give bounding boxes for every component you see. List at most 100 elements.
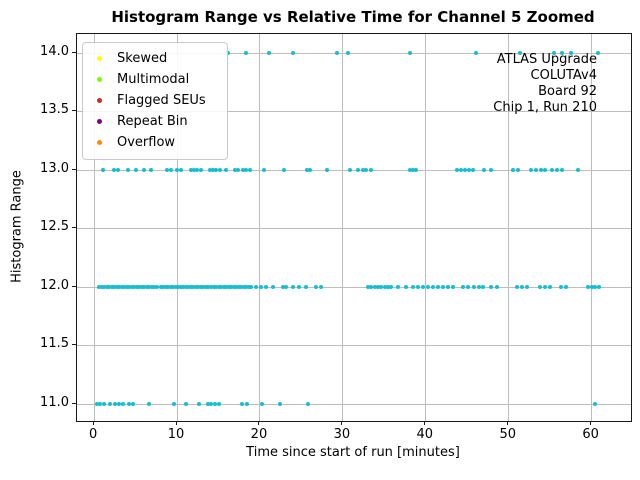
data-point bbox=[472, 284, 477, 289]
data-point bbox=[117, 284, 122, 289]
data-point bbox=[124, 284, 129, 289]
data-point bbox=[555, 167, 560, 172]
data-point bbox=[597, 284, 602, 289]
data-point bbox=[595, 50, 600, 55]
y-gridline bbox=[77, 286, 631, 288]
data-point bbox=[369, 284, 374, 289]
legend-marker-dot bbox=[97, 140, 102, 145]
data-point bbox=[425, 284, 430, 289]
data-point bbox=[171, 284, 176, 289]
data-point bbox=[161, 284, 166, 289]
x-tick-mark bbox=[92, 421, 94, 425]
data-point bbox=[226, 284, 231, 289]
x-tick-label: 40 bbox=[416, 427, 434, 442]
y-gridline bbox=[77, 111, 631, 113]
data-point bbox=[229, 284, 234, 289]
data-point bbox=[191, 167, 196, 172]
legend-marker-dot bbox=[97, 56, 102, 61]
x-tick-label: 60 bbox=[582, 427, 599, 442]
data-point bbox=[551, 50, 556, 55]
y-tick-mark bbox=[72, 227, 76, 229]
data-point bbox=[127, 402, 132, 407]
data-point bbox=[364, 167, 369, 172]
data-point bbox=[440, 284, 445, 289]
data-point bbox=[366, 284, 371, 289]
data-point bbox=[240, 167, 245, 172]
x-gridline bbox=[425, 34, 427, 421]
data-point bbox=[533, 167, 538, 172]
data-point bbox=[113, 402, 118, 407]
x-tick-mark bbox=[175, 421, 177, 425]
data-point bbox=[181, 284, 186, 289]
data-point bbox=[249, 284, 254, 289]
legend-entry: Repeat Bin bbox=[83, 111, 227, 132]
data-point bbox=[542, 167, 547, 172]
data-point bbox=[198, 284, 203, 289]
data-point bbox=[98, 402, 103, 407]
y-tick-label: 14.0 bbox=[40, 43, 69, 59]
y-tick-mark bbox=[72, 51, 76, 53]
data-point bbox=[519, 284, 524, 289]
data-point bbox=[101, 402, 106, 407]
data-point bbox=[125, 167, 130, 172]
data-point bbox=[283, 284, 288, 289]
data-point bbox=[245, 402, 249, 407]
data-point bbox=[511, 167, 516, 172]
data-point bbox=[184, 402, 189, 407]
data-point bbox=[172, 402, 177, 407]
data-point bbox=[147, 284, 152, 289]
data-point bbox=[382, 284, 387, 289]
data-point bbox=[575, 167, 580, 172]
data-point bbox=[318, 284, 323, 289]
x-tick-label: 20 bbox=[250, 427, 268, 442]
data-point bbox=[148, 167, 153, 172]
data-point bbox=[304, 167, 309, 172]
x-gridline bbox=[508, 34, 510, 421]
data-point bbox=[209, 402, 214, 407]
data-point bbox=[488, 284, 493, 289]
data-point bbox=[516, 167, 521, 172]
plot-area: ATLAS Upgrade COLUTAv4 Board 92 Chip 1, Run… bbox=[76, 33, 632, 422]
data-point bbox=[450, 284, 455, 289]
data-point bbox=[458, 167, 463, 172]
data-point bbox=[218, 167, 223, 172]
data-point bbox=[244, 50, 249, 55]
legend-label: Flagged SEUs bbox=[117, 93, 206, 108]
data-point bbox=[196, 402, 201, 407]
data-point bbox=[240, 402, 245, 407]
y-tick-label: 12.5 bbox=[40, 219, 69, 235]
data-point bbox=[221, 284, 226, 289]
annotation-line: COLUTAv4 bbox=[530, 68, 597, 83]
legend-entry: Multimodal bbox=[83, 69, 227, 90]
x-tick-mark bbox=[258, 421, 260, 425]
data-point bbox=[196, 284, 201, 289]
data-point bbox=[102, 284, 107, 289]
data-point bbox=[477, 284, 482, 289]
data-point bbox=[241, 284, 246, 289]
data-point bbox=[262, 167, 267, 172]
data-point bbox=[379, 284, 384, 289]
data-point bbox=[130, 402, 135, 407]
annotation-block: ATLAS Upgrade COLUTAv4 Board 92 Chip 1, Run… bbox=[493, 52, 597, 116]
data-point bbox=[517, 50, 522, 55]
data-point bbox=[134, 284, 139, 289]
data-point bbox=[108, 402, 113, 407]
data-point bbox=[183, 284, 188, 289]
data-point bbox=[297, 284, 302, 289]
data-point bbox=[280, 284, 285, 289]
data-point bbox=[188, 167, 193, 172]
y-tick-label: 12.0 bbox=[40, 277, 69, 293]
data-point bbox=[282, 167, 287, 172]
data-point bbox=[559, 284, 564, 289]
data-point bbox=[129, 284, 134, 289]
data-point bbox=[203, 284, 208, 289]
data-point bbox=[207, 167, 212, 172]
data-point bbox=[495, 284, 500, 289]
data-point bbox=[592, 402, 597, 407]
data-point bbox=[267, 50, 272, 55]
chart-title: Histogram Range vs Relative Time for Cha… bbox=[111, 8, 595, 26]
data-point bbox=[97, 284, 102, 289]
data-point bbox=[361, 167, 366, 172]
data-point bbox=[560, 167, 565, 172]
data-point bbox=[236, 284, 241, 289]
